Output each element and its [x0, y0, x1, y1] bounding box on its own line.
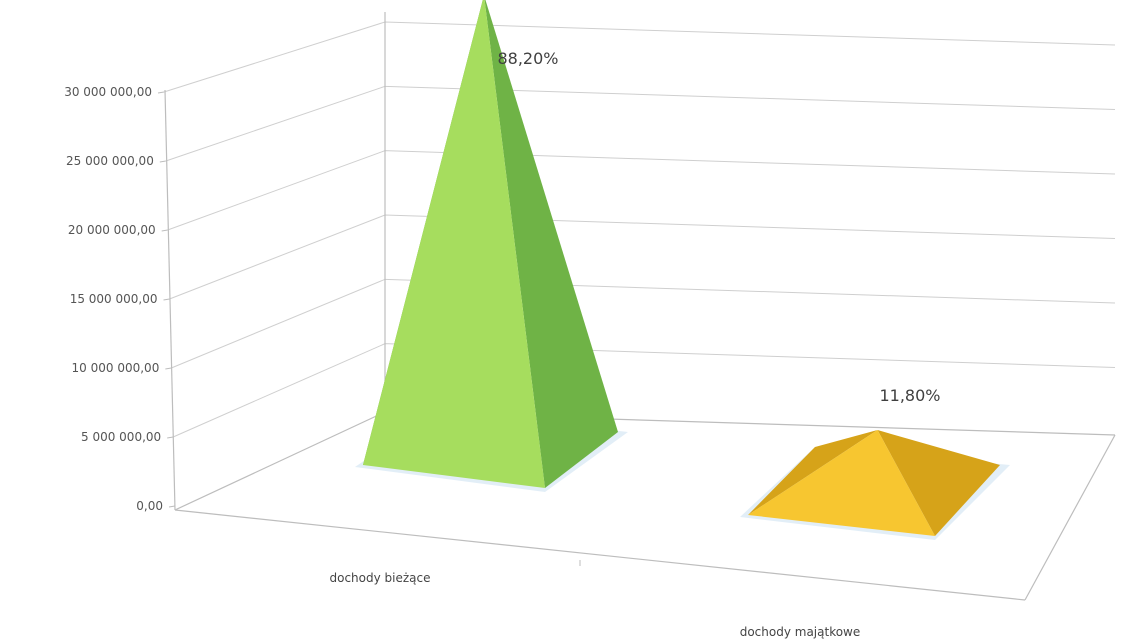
- gridline: [163, 21, 1116, 93]
- y-tick-mark: [165, 367, 172, 370]
- y-tick-label: 20 000 000,00: [68, 223, 156, 237]
- floor-left-edge: [174, 411, 386, 511]
- pyramid-1: [355, 0, 628, 492]
- y-tick-mark: [168, 505, 176, 508]
- left-wall-edge: [164, 89, 176, 511]
- floor-right-edge: [1024, 434, 1116, 601]
- y-tick-label: 0,00: [136, 499, 163, 513]
- pyramids: [355, 0, 1010, 540]
- gridline: [169, 214, 1116, 300]
- category-labels: dochody bieżące dochody majątkowe: [329, 571, 860, 639]
- gridlines: [157, 21, 1116, 508]
- data-label: 88,20%: [497, 49, 558, 68]
- pyramid-front-face: [748, 430, 935, 536]
- pyramid-back-face: [748, 430, 878, 515]
- pyramid-front-face: [363, 0, 545, 488]
- y-tick-label: 15 000 000,00: [70, 292, 158, 306]
- y-tick-label: 5 000 000,00: [81, 430, 161, 444]
- y-tick-label: 10 000 000,00: [72, 361, 160, 375]
- y-tick-mark: [159, 160, 166, 163]
- y-tick-mark: [167, 436, 174, 439]
- y-tick-mark: [157, 91, 165, 94]
- pyramid-2: [740, 430, 1010, 540]
- pyramid-right-face: [484, 0, 618, 488]
- y-axis-tick-labels: 0,00 5 000 000,00 10 000 000,00 15 000 000,…: [64, 85, 163, 513]
- gridline: [172, 343, 1116, 438]
- data-labels: 88,20% 11,80%: [497, 49, 940, 405]
- floor-front-edge: [174, 509, 1026, 601]
- chart-frame: [164, 12, 1116, 601]
- y-tick-label: 25 000 000,00: [66, 154, 154, 168]
- y-tick-mark: [163, 298, 170, 301]
- gridline: [165, 85, 1116, 162]
- pyramid-right-face: [877, 430, 1000, 536]
- gridline: [167, 150, 1116, 231]
- y-tick-label: 30 000 000,00: [64, 85, 152, 99]
- y-tick-mark: [161, 229, 168, 232]
- data-label: 11,80%: [879, 386, 940, 405]
- category-label: dochody majątkowe: [740, 625, 861, 639]
- gridline: [171, 278, 1116, 369]
- category-label: dochody bieżące: [329, 571, 430, 585]
